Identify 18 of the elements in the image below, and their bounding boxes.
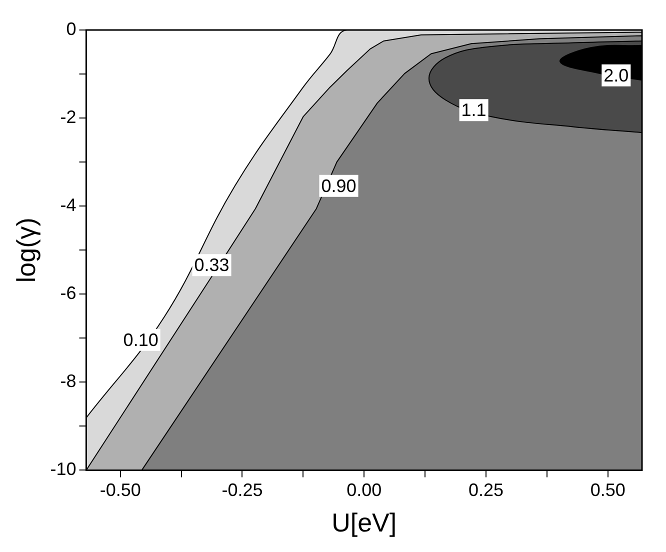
annotation: 0.10: [123, 330, 158, 350]
x-axis-title: U[eV]: [332, 508, 397, 538]
x-tick-label: 0.00: [346, 480, 382, 500]
annotation: 0.33: [194, 255, 230, 276]
x-tick-label: -0.25: [222, 480, 263, 500]
annotation: 2.0: [604, 65, 629, 86]
annotation: 0.90: [321, 176, 356, 196]
y-axis-title: log(γ): [10, 218, 41, 283]
y-tick-label: -10: [50, 459, 76, 480]
y-tick-label: -8: [60, 371, 76, 392]
y-tick-label: -2: [60, 107, 76, 128]
x-tick-label: 0.25: [468, 480, 504, 500]
annotation: 1.1: [461, 100, 486, 120]
y-tick-label: -4: [60, 195, 76, 216]
y-tick-label: -6: [60, 283, 76, 304]
y-tick-label: 0: [66, 18, 76, 39]
x-tick-label: -0.50: [100, 480, 141, 500]
x-tick-label: 0.50: [590, 480, 626, 500]
